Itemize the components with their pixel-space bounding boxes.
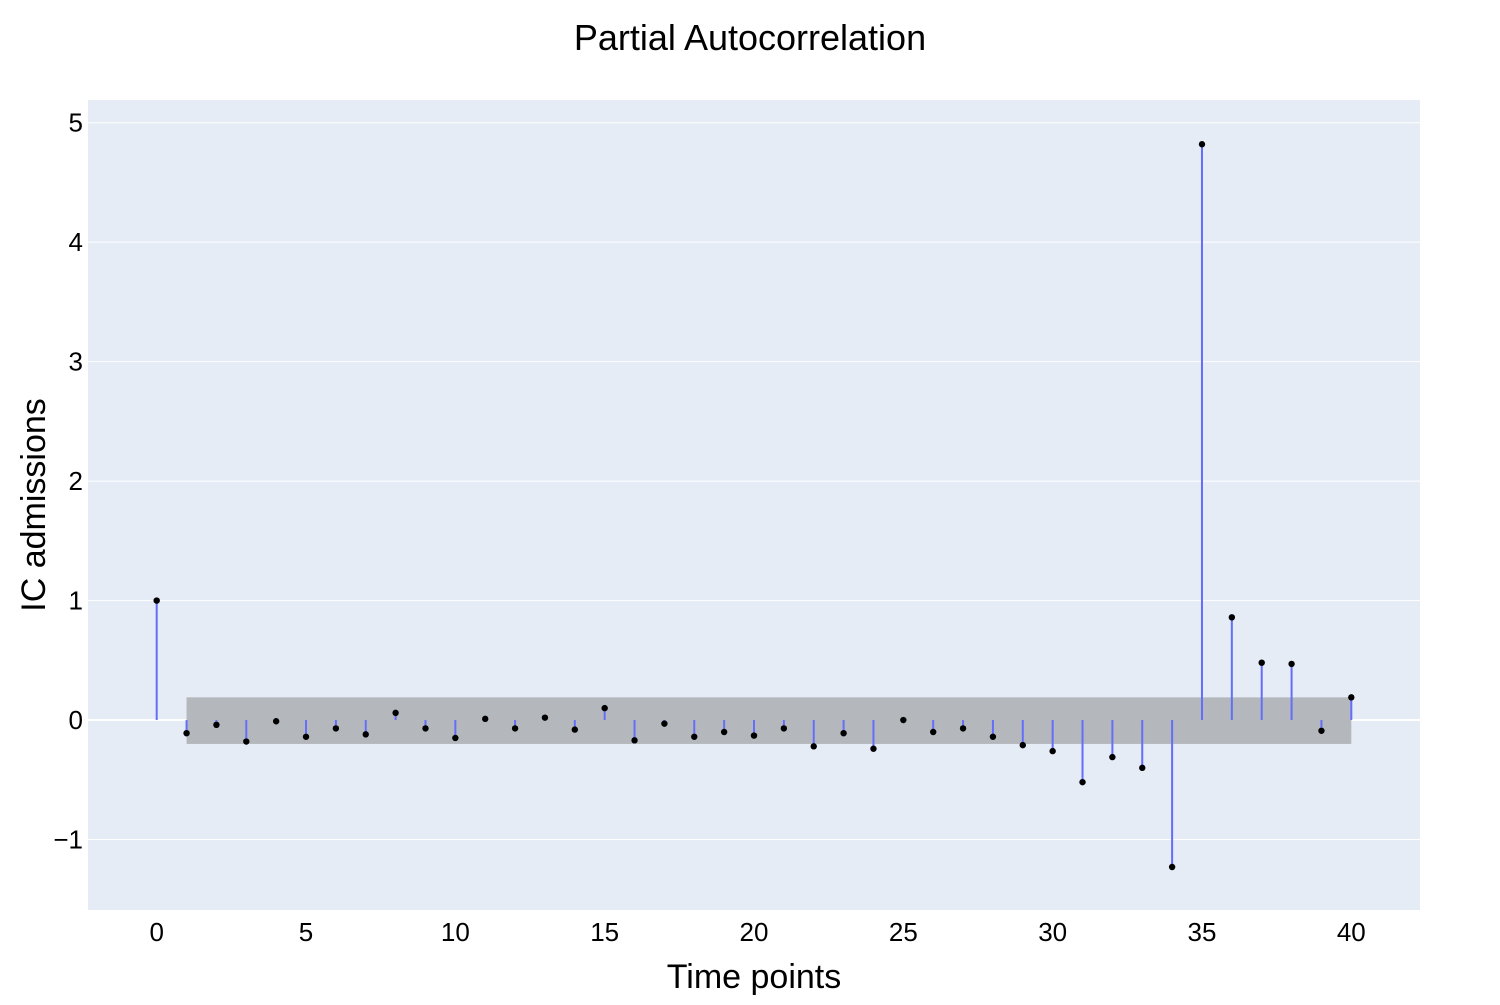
y-tick-label: 1 [69, 586, 83, 616]
data-point [362, 731, 369, 738]
data-point [720, 728, 728, 736]
chart-title: Partial Autocorrelation [574, 17, 926, 58]
data-point [541, 714, 549, 721]
data-point [1288, 660, 1295, 668]
data-point [1109, 753, 1116, 761]
x-tick-label: 30 [1038, 917, 1067, 947]
data-point [1049, 747, 1056, 755]
data-point [1348, 694, 1355, 701]
y-tick-label: −1 [53, 825, 83, 855]
data-point [1168, 863, 1176, 871]
data-point [183, 729, 190, 737]
data-point [989, 733, 997, 740]
data-point [870, 745, 877, 752]
confidence-band [186, 697, 1352, 744]
data-point [750, 732, 758, 739]
data-point [780, 725, 788, 732]
data-point [302, 733, 310, 740]
y-axis-title: IC admissions [15, 398, 53, 612]
data-point [1258, 659, 1265, 666]
data-point [1139, 764, 1146, 772]
data-point [631, 737, 638, 744]
y-tick-label: 0 [69, 705, 83, 735]
data-point [840, 729, 847, 737]
x-tick-label: 0 [149, 917, 163, 947]
data-point [810, 743, 817, 750]
data-point [153, 597, 160, 604]
data-point [1019, 741, 1026, 749]
data-point [243, 738, 250, 745]
x-tick-label: 20 [740, 917, 769, 947]
x-tick-label: 10 [441, 917, 470, 947]
data-point [1228, 614, 1236, 621]
markers-layer [153, 141, 1355, 871]
data-point [392, 709, 399, 717]
data-point [929, 728, 937, 736]
x-tick-label: 25 [889, 917, 918, 947]
data-point [571, 726, 579, 733]
y-tick-label: 5 [69, 108, 83, 138]
x-tick-label: 40 [1337, 917, 1366, 947]
data-point [272, 718, 280, 725]
data-point [900, 716, 907, 724]
x-tick-label: 15 [590, 917, 619, 947]
plot-background [88, 100, 1420, 910]
data-point [1318, 727, 1325, 734]
data-point [482, 715, 489, 723]
y-tick-labels: −1 0 1 2 3 4 5 [53, 108, 83, 855]
data-point [511, 725, 519, 732]
y-tick-label: 3 [69, 347, 83, 377]
data-point [452, 734, 459, 742]
x-axis-title: Time points [667, 958, 841, 996]
x-tick-label: 35 [1188, 917, 1217, 947]
x-tick-label: 5 [299, 917, 313, 947]
data-point [213, 721, 220, 729]
data-point [691, 733, 698, 740]
data-point [1198, 141, 1206, 148]
y-tick-label: 2 [69, 466, 83, 496]
data-point [661, 720, 668, 727]
data-point [422, 725, 429, 732]
data-point [1079, 778, 1086, 786]
x-tick-labels: 0 5 10 15 20 25 30 35 40 [149, 917, 1365, 947]
data-point [601, 704, 608, 712]
data-point [332, 725, 340, 732]
y-tick-label: 4 [69, 227, 83, 257]
confidence-band-layer [186, 697, 1352, 744]
data-point [959, 725, 967, 732]
